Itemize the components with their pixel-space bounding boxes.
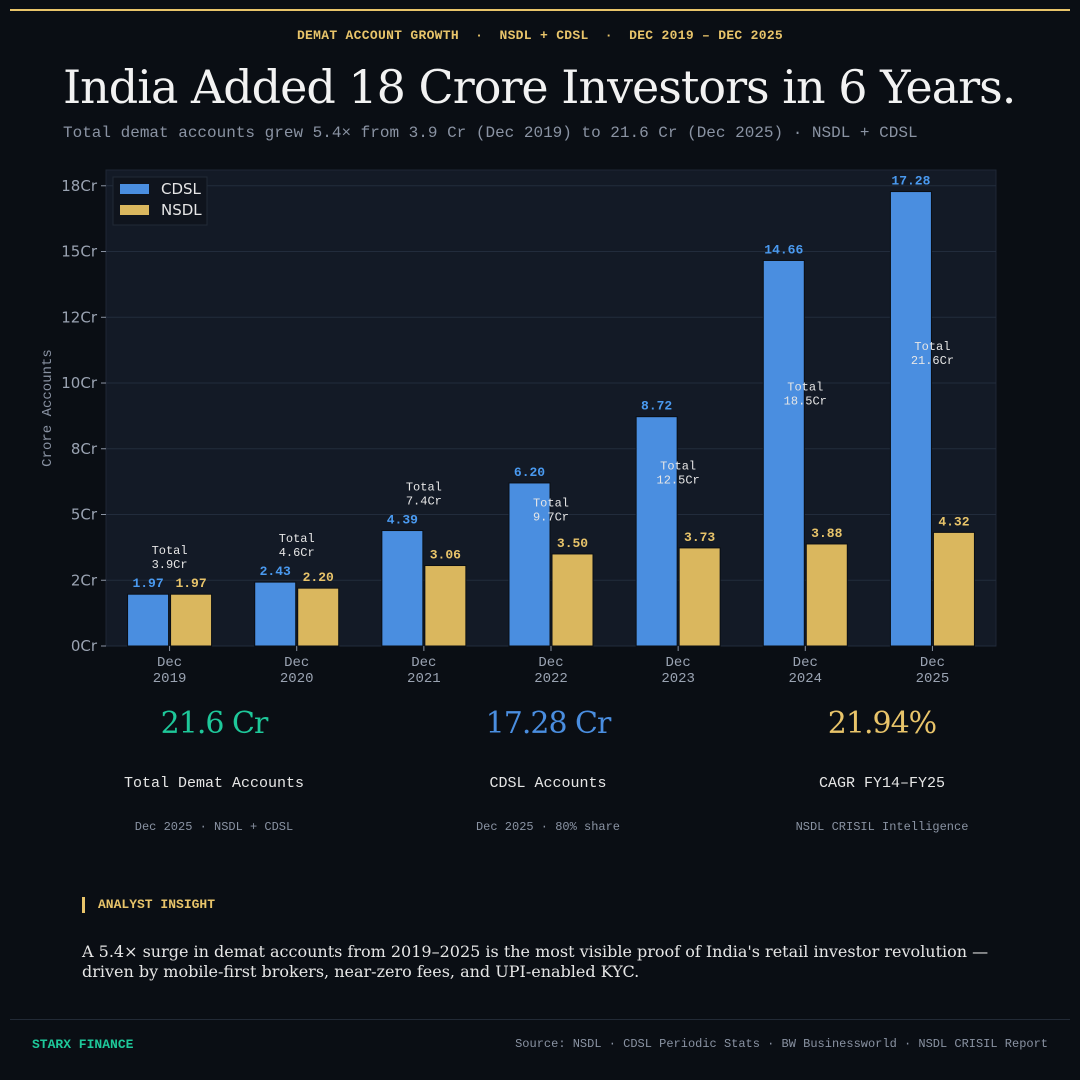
stat-value: 21.6 Cr [160, 706, 269, 741]
bar-nsdl [678, 547, 721, 647]
total-label: Total [406, 481, 442, 495]
y-tick-label: 0Cr [71, 637, 98, 655]
bar-cdsl [762, 259, 805, 647]
bar-cdsl [508, 482, 551, 647]
x-tick-label: Dec [538, 655, 563, 671]
plot-area [105, 169, 997, 647]
page-title: India Added 18 Crore Investors in 6 Year… [63, 60, 1016, 114]
total-label: 4.6Cr [279, 546, 315, 560]
brand-logo: STARX FINANCE [32, 1037, 134, 1052]
total-label: 7.4Cr [406, 495, 442, 509]
stat-cdsl: 17.28 Cr CDSL Accounts Dec 2025 · 80% sh… [368, 706, 728, 834]
x-tick-label: 2024 [788, 671, 822, 687]
stat-label: CDSL Accounts [489, 775, 607, 792]
total-label: 21.6Cr [911, 354, 954, 368]
y-tick-label: 8Cr [71, 440, 98, 458]
insight-heading: ANALYST INSIGHT [82, 897, 215, 913]
y-tick-label: 15Cr [61, 243, 98, 261]
y-tick-label: 2Cr [71, 571, 98, 589]
bar-cdsl [635, 416, 678, 647]
data-label-cdsl: 4.39 [387, 513, 418, 528]
x-tick-label: 2019 [153, 671, 187, 687]
legend-swatch-nsdl [120, 205, 149, 215]
page-subtitle: Total demat accounts grew 5.4× from 3.9 … [63, 124, 918, 142]
bar-nsdl [297, 587, 340, 647]
x-tick-label: Dec [666, 655, 691, 671]
bar-chart: 0Cr 2Cr 5Cr 8Cr 10Cr 12Cr 15Cr 18Cr Crore Accoun… [40, 169, 997, 687]
y-tick-label: 18Cr [61, 177, 98, 195]
data-label-nsdl: 3.73 [684, 530, 715, 545]
data-label-cdsl: 6.20 [514, 465, 545, 480]
data-label-nsdl: 2.20 [303, 570, 334, 585]
data-label-nsdl: 1.97 [175, 576, 206, 591]
x-tick-label: Dec [920, 655, 945, 671]
x-tick-label: Dec [793, 655, 818, 671]
legend-label-nsdl: NSDL [161, 201, 202, 219]
source-note: Source: NSDL · CDSL Periodic Stats · BW … [515, 1037, 1048, 1051]
bar-cdsl [889, 191, 932, 647]
x-tick-label: 2021 [407, 671, 441, 687]
data-label-cdsl: 8.72 [641, 399, 672, 414]
x-tick-label: Dec [411, 655, 436, 671]
bar-nsdl [170, 593, 213, 647]
bar-nsdl [424, 565, 467, 647]
total-label: Total [279, 532, 315, 546]
total-label: Total [787, 381, 823, 395]
bar-cdsl [127, 593, 170, 647]
x-tick-label: 2025 [916, 671, 950, 687]
total-label: Total [533, 496, 569, 510]
x-tick-label: 2020 [280, 671, 314, 687]
stat-label: CAGR FY14–FY25 [818, 775, 946, 792]
x-tick-label: 2022 [534, 671, 568, 687]
stat-value: 17.28 Cr [485, 706, 612, 741]
total-label: 12.5Cr [657, 474, 700, 488]
stat-sub: Dec 2025 · NSDL + CDSL [134, 820, 294, 834]
x-tick-label: Dec [284, 655, 309, 671]
y-tick-label: 5Cr [71, 506, 98, 524]
stat-sub: Dec 2025 · 80% share [475, 820, 621, 834]
total-label: 18.5Cr [784, 395, 827, 409]
data-label-nsdl: 4.32 [938, 514, 969, 529]
data-label-nsdl: 3.88 [811, 526, 842, 541]
y-axis-label: Crore Accounts [40, 349, 56, 467]
legend-label-cdsl: CDSL [161, 180, 202, 198]
data-label-cdsl: 17.28 [891, 174, 930, 189]
bar-cdsl [381, 530, 424, 647]
stat-label: Total Demat Accounts [123, 775, 305, 792]
total-label: Total [152, 544, 188, 558]
data-label-cdsl: 1.97 [132, 576, 163, 591]
x-tick-label: Dec [157, 655, 182, 671]
bar-nsdl [805, 543, 848, 647]
kicker: DEMAT ACCOUNT GROWTH · NSDL + CDSL · DEC… [296, 28, 784, 43]
total-label: 3.9Cr [152, 558, 188, 572]
insight-text: A 5.4× surge in demat accounts from 2019… [82, 942, 989, 981]
stat-cagr: 21.94% CAGR FY14–FY25 NSDL CRISIL Intell… [702, 706, 1062, 834]
footer-rule [10, 1019, 1070, 1020]
x-tick-label: 2023 [661, 671, 695, 687]
data-label-cdsl: 2.43 [260, 564, 291, 579]
stat-value: 21.94% [827, 706, 937, 741]
data-label-cdsl: 14.66 [764, 242, 803, 257]
data-label-nsdl: 3.06 [430, 548, 461, 563]
legend-swatch-cdsl [120, 184, 149, 194]
y-tick-label: 12Cr [61, 308, 98, 326]
stat-sub: NSDL CRISIL Intelligence [795, 820, 969, 834]
stat-total: 21.6 Cr Total Demat Accounts Dec 2025 · … [34, 706, 394, 834]
data-label-nsdl: 3.50 [557, 536, 588, 551]
y-tick-label: 10Cr [61, 374, 98, 392]
total-label: 9.7Cr [533, 510, 569, 524]
bar-cdsl [254, 581, 297, 647]
bar-nsdl [551, 553, 594, 647]
total-label: Total [914, 340, 950, 354]
top-rule [10, 9, 1070, 11]
total-label: Total [660, 460, 696, 474]
bar-nsdl [932, 531, 975, 647]
